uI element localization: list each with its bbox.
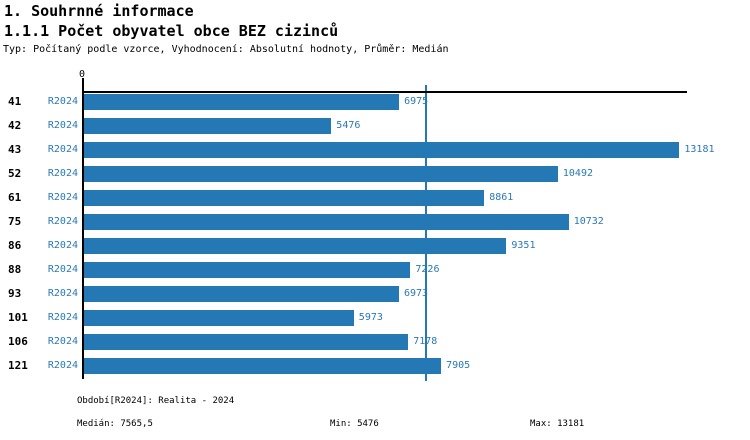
footer-period-label: Období[R2024]: Realita - 2024: [77, 396, 235, 406]
bar: [84, 261, 411, 278]
bar: [84, 189, 485, 206]
row-category-label: 43: [8, 142, 22, 156]
chart-title: 1.1.1 Počet obyvatel obce BEZ cizinců: [4, 22, 339, 40]
chart-row: 41 R2024 6975: [0, 90, 750, 114]
median-reference-line: [424, 85, 427, 381]
row-category-label: 86: [8, 238, 22, 252]
bar: [84, 213, 569, 230]
bar-value-label: 13181: [684, 143, 715, 155]
row-category-label: 61: [8, 190, 22, 204]
bar-value-label: 10732: [573, 215, 604, 227]
bar: [84, 357, 442, 374]
chart-row: 61 R2024 8861: [0, 186, 750, 210]
row-category-label: 121: [8, 358, 28, 372]
footer-min-stat: Min: 5476: [330, 419, 379, 429]
row-period-label: R2024: [47, 119, 78, 131]
footer-max-stat: Max: 13181: [530, 419, 585, 429]
chart-row: 88 R2024 7226: [0, 258, 750, 282]
chart-row: 52 R2024 10492: [0, 162, 750, 186]
bar-value-label: 7905: [446, 359, 471, 371]
chart-row: 93 R2024 6973: [0, 282, 750, 306]
row-category-label: 88: [8, 262, 22, 276]
row-category-label: 101: [8, 310, 28, 324]
axis-origin-tick-label: 0: [78, 69, 86, 80]
chart-row: 42 R2024 5476: [0, 114, 750, 138]
bar-value-label: 9351: [511, 239, 536, 251]
bar: [84, 141, 680, 158]
row-period-label: R2024: [47, 359, 78, 371]
bar: [84, 309, 354, 326]
bar-value-label: 7226: [415, 263, 440, 275]
row-period-label: R2024: [47, 215, 78, 227]
bar-value-label: 10492: [562, 167, 593, 179]
row-category-label: 93: [8, 286, 22, 300]
section-title: 1. Souhrnné informace: [4, 2, 194, 20]
bar: [84, 117, 332, 134]
chart-row: 43 R2024 13181: [0, 138, 750, 162]
bar-value-label: 8861: [489, 191, 514, 203]
y-axis-line: [82, 78, 84, 379]
bar: [84, 165, 558, 182]
x-axis-line: [82, 90, 687, 93]
row-category-label: 41: [8, 94, 22, 108]
row-period-label: R2024: [47, 311, 78, 323]
bar: [84, 237, 507, 254]
bar: [84, 93, 400, 110]
bar-value-label: 7178: [413, 335, 438, 347]
footer-median-stat: Medián: 7565,5: [77, 419, 153, 429]
chart-row: 101 R2024 5973: [0, 306, 750, 330]
chart-row: 121 R2024 7905: [0, 354, 750, 378]
row-category-label: 106: [8, 334, 28, 348]
row-period-label: R2024: [47, 95, 78, 107]
row-period-label: R2024: [47, 191, 78, 203]
chart-row: 106 R2024 7178: [0, 330, 750, 354]
row-category-label: 52: [8, 166, 22, 180]
row-period-label: R2024: [47, 167, 78, 179]
bar-value-label: 5973: [358, 311, 383, 323]
row-category-label: 42: [8, 118, 22, 132]
chart-meta-line: Typ: Počítaný podle vzorce, Vyhodnocení:…: [3, 44, 449, 55]
bar-value-label: 6975: [404, 95, 429, 107]
chart-row: 86 R2024 9351: [0, 234, 750, 258]
row-category-label: 75: [8, 214, 22, 228]
row-period-label: R2024: [47, 287, 78, 299]
bar-value-label: 6973: [404, 287, 429, 299]
bar: [84, 333, 409, 350]
row-period-label: R2024: [47, 335, 78, 347]
row-period-label: R2024: [47, 143, 78, 155]
chart-row: 75 R2024 10732: [0, 210, 750, 234]
row-period-label: R2024: [47, 239, 78, 251]
bar: [84, 285, 399, 302]
bar-value-label: 5476: [336, 119, 361, 131]
row-period-label: R2024: [47, 263, 78, 275]
